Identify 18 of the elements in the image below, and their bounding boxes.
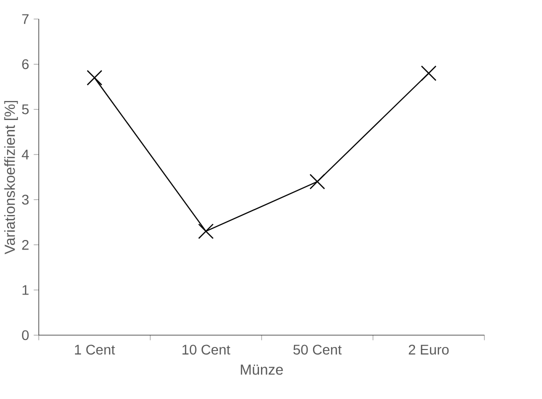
y-tick-label: 5	[22, 104, 29, 114]
x-tick-label: 50 Cent	[293, 344, 342, 355]
y-tick-label: 1	[22, 285, 29, 295]
x-tick-label: 2 Euro	[408, 344, 449, 355]
x-tick-label: 1 Cent	[74, 344, 115, 355]
y-tick-label: 0	[22, 330, 29, 340]
x-tick-label: 10 Cent	[182, 344, 230, 355]
point	[86, 70, 102, 86]
point	[198, 224, 214, 240]
y-tick-label: 4	[22, 150, 29, 160]
y-tick-label: 7	[22, 14, 29, 24]
x-axis-title: Münze	[240, 364, 283, 375]
point	[420, 66, 436, 82]
y-axis-title: Variationskoeffizient [%]	[4, 100, 18, 254]
y-tick-label: 2	[22, 240, 29, 250]
point	[310, 174, 326, 190]
y-tick-label: 6	[22, 59, 29, 70]
y-tick-label: 3	[22, 194, 29, 205]
